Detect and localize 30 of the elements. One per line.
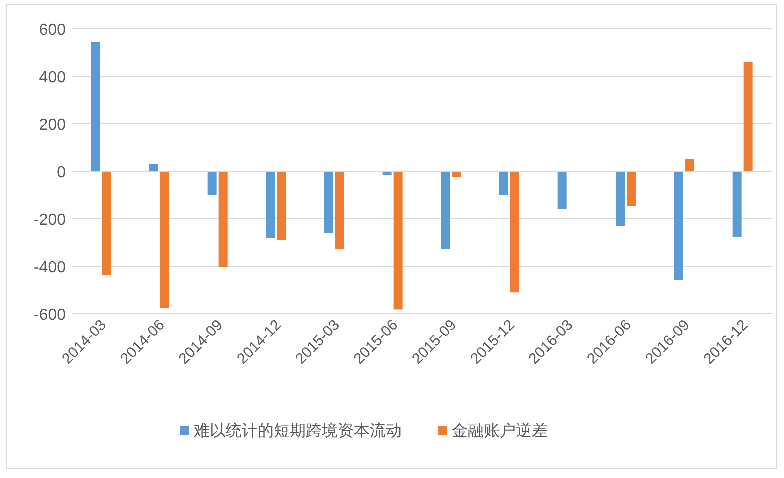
bar: [150, 164, 158, 172]
bar: [102, 172, 112, 276]
bar: [510, 172, 520, 293]
bar: [394, 172, 403, 310]
bar: [324, 172, 334, 234]
bar: [218, 172, 228, 268]
bar: [627, 172, 636, 206]
bar: [732, 172, 742, 238]
bar: [558, 172, 567, 210]
bar: [336, 172, 344, 250]
bar: [686, 159, 694, 172]
bar: [266, 172, 276, 238]
legend-label: 金融账户逆差: [452, 422, 548, 440]
y-tick-label: 0: [57, 164, 66, 182]
y-tick-label: -600: [34, 307, 66, 324]
bar: [277, 172, 286, 240]
y-tick-label: 600: [39, 22, 66, 39]
bar: [744, 62, 753, 172]
bar: [674, 172, 684, 281]
bar: [616, 172, 626, 226]
y-tick-label: -400: [34, 260, 66, 276]
bar: [160, 172, 170, 308]
y-tick-label: 200: [39, 117, 66, 134]
y-tick-label: -200: [34, 212, 66, 229]
bar: [91, 42, 100, 172]
bar: [208, 172, 217, 196]
y-tick-label: 400: [39, 70, 66, 86]
legend-label: 难以统计的短期跨境资本流动: [193, 422, 402, 440]
bar: [441, 172, 450, 250]
bar: [500, 172, 508, 196]
